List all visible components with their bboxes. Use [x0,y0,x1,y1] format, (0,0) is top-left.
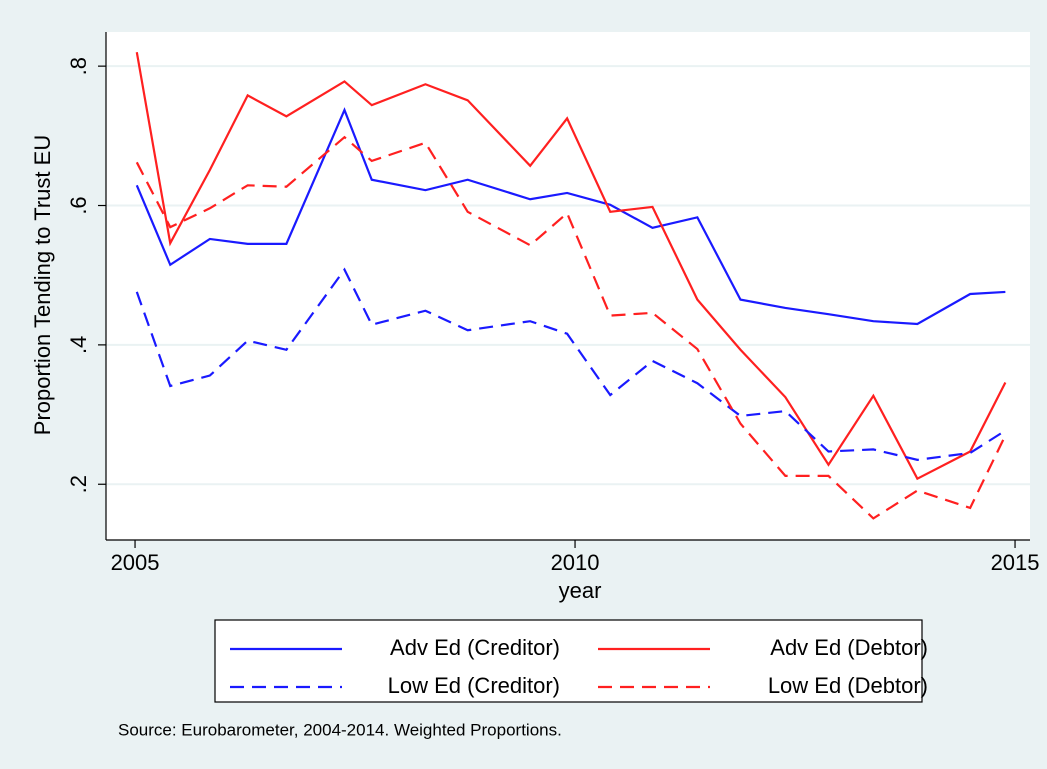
y-tick-label: .8 [66,57,91,75]
x-axis-title: year [559,578,602,603]
legend-label: Adv Ed (Debtor) [770,635,928,660]
x-tick-label: 2015 [991,550,1040,575]
y-tick-label: .4 [66,336,91,354]
x-tick-label: 2010 [551,550,600,575]
series-line [135,107,1006,326]
series-line [135,52,1007,481]
legend-label: Adv Ed (Creditor) [390,635,560,660]
y-tick-label: .2 [66,475,91,493]
legend-label: Low Ed (Creditor) [388,673,560,698]
plot-area [106,32,1030,540]
legend [214,619,923,703]
series-line [135,267,1006,461]
y-tick-label: .6 [66,196,91,214]
source-note: Source: Eurobarometer, 2004-2014. Weight… [118,720,562,739]
legend-label: Low Ed (Debtor) [768,673,928,698]
y-axis-title: Proportion Tending to Trust EU [30,135,55,435]
series-line [135,135,1007,520]
x-tick-label: 2005 [111,550,160,575]
